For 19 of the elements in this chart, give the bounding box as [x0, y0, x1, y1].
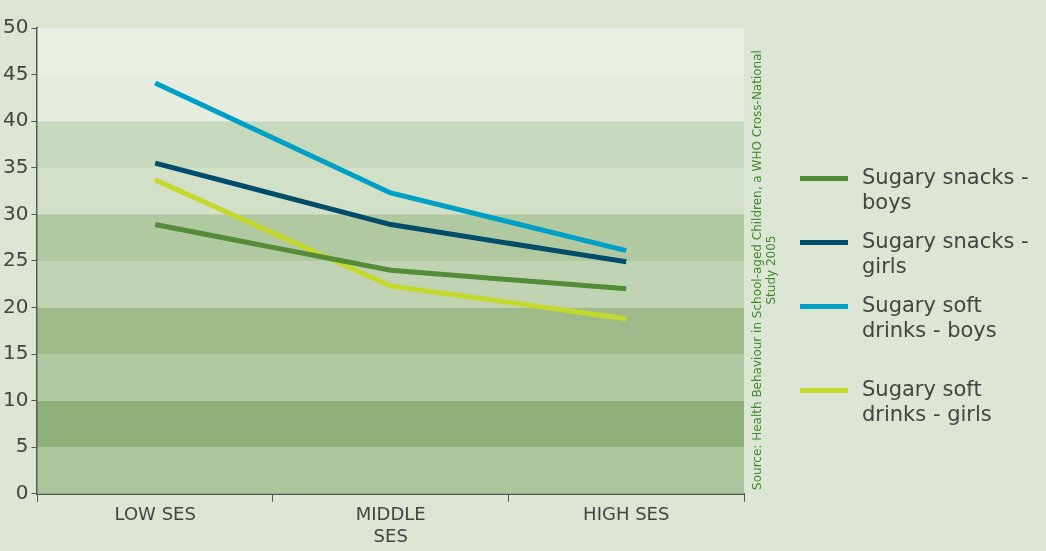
legend-label: Sugary soft drinks - boys [862, 293, 998, 343]
x-tick-label: LOW SES [114, 503, 196, 525]
y-tick-label: 0 [15, 480, 29, 504]
y-tick-label: 30 [3, 200, 29, 225]
x-tick-label: MIDDLE SES [355, 503, 426, 546]
y-tick-label: 10 [3, 386, 29, 411]
y-tick-label: 5 [15, 433, 29, 458]
legend-label: Sugary snacks - girls [862, 229, 1030, 279]
y-tick-label: 35 [3, 153, 29, 178]
x-tick-label: HIGH SES [583, 503, 670, 525]
y-tick-label: 15 [3, 340, 29, 365]
source-note: Source: Health Behaviour in School-aged Children, a WHO Cross-National Study 2005 [750, 50, 778, 490]
legend-label: Sugary snacks - boys [862, 165, 1030, 215]
y-tick-label: 25 [3, 247, 29, 272]
y-tick-label: 40 [3, 107, 29, 132]
y-tick-label: 50 [3, 14, 29, 39]
y-tick-label: 45 [3, 60, 29, 85]
legend-label: Sugary soft drinks - girls [862, 377, 993, 427]
y-tick-label: 20 [3, 293, 29, 318]
